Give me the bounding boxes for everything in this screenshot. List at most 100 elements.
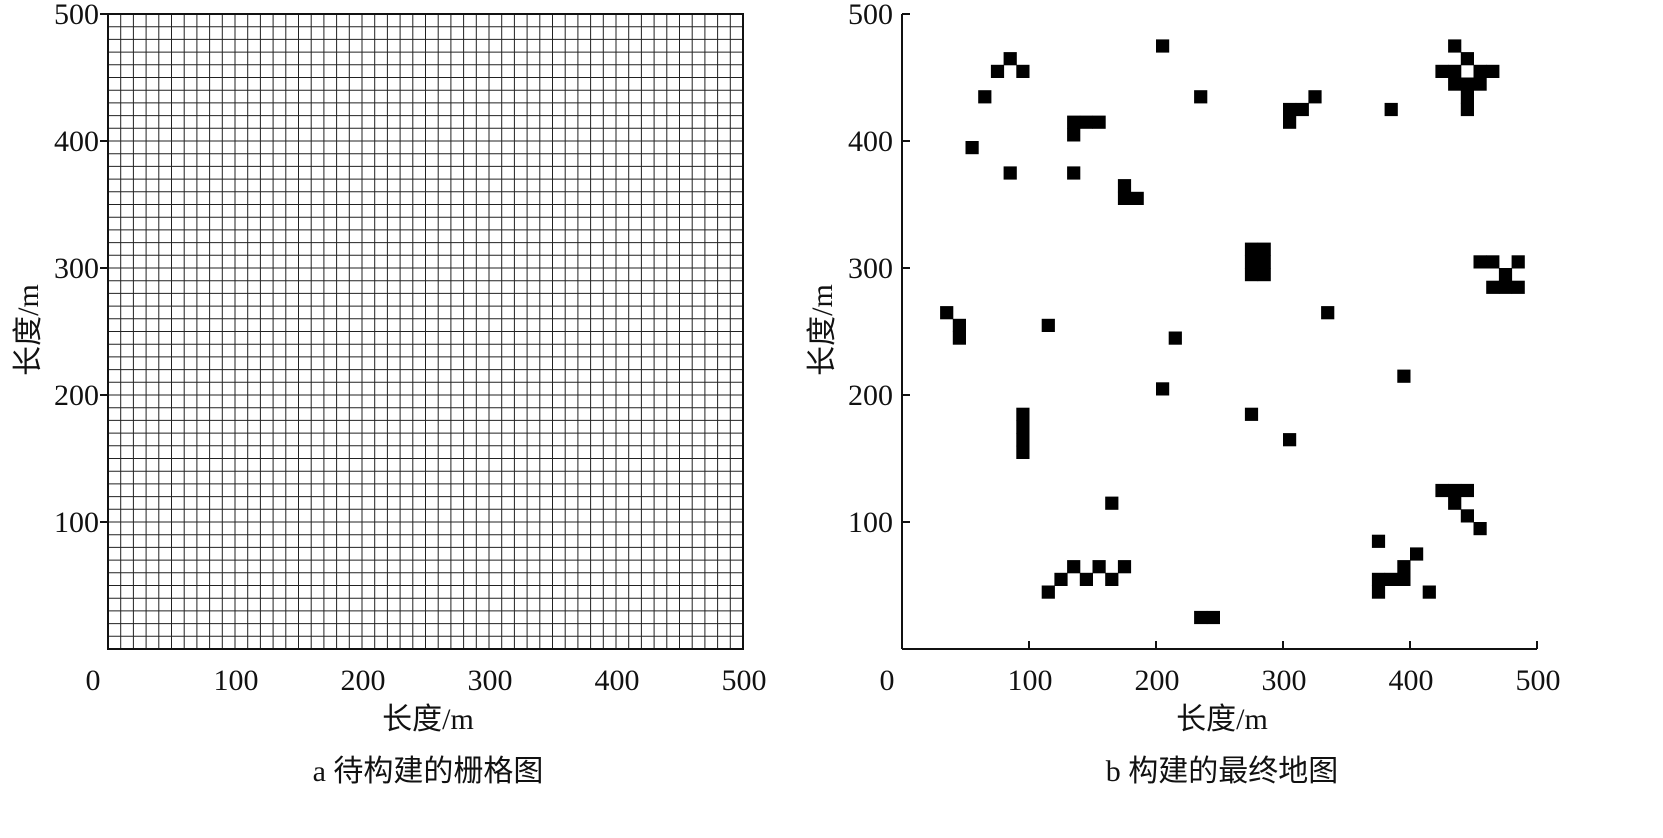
x-tick-label: 200	[1135, 664, 1180, 697]
obstacle-cell	[965, 141, 979, 155]
obstacle-cell	[1092, 560, 1106, 574]
grid-lines	[108, 14, 743, 649]
obstacle-cell	[1092, 115, 1106, 129]
y-tick-label: 300	[54, 252, 99, 285]
obstacle-cell	[1498, 280, 1513, 294]
obstacle-cell	[1384, 102, 1398, 117]
obstacle-cell	[952, 318, 966, 332]
obstacle-cell	[1067, 560, 1081, 574]
obstacle-cell	[1067, 166, 1081, 180]
obstacle-cell	[1244, 255, 1259, 269]
plot-frame	[107, 13, 744, 650]
axis-lines	[901, 13, 1538, 650]
x-tick-label: 100	[214, 664, 259, 697]
obstacle-cell	[1156, 382, 1170, 396]
obstacle-cell	[1460, 509, 1474, 523]
y-tick-label: 500	[54, 0, 99, 31]
obstacle-cell	[1283, 102, 1297, 117]
obstacle-cell	[1384, 572, 1398, 586]
obstacle-cell	[1460, 77, 1474, 91]
obstacle-cell	[1448, 77, 1462, 91]
obstacle-cell	[978, 90, 992, 104]
y-tick-label: 200	[848, 379, 893, 412]
obstacle-cell	[990, 64, 1005, 78]
obstacle-cell	[1295, 102, 1309, 117]
obstacle-cell	[1257, 242, 1271, 256]
obstacle-cell	[1003, 52, 1017, 66]
obstacle-cell	[1079, 572, 1093, 586]
obstacle-cell	[1422, 585, 1436, 599]
obstacle-cell	[1067, 128, 1081, 142]
obstacle-cell	[1041, 585, 1055, 599]
obstacle-cell	[1206, 610, 1220, 625]
y-tick-label: 400	[54, 125, 99, 158]
obstacle-cell	[1473, 77, 1487, 91]
obstacle-cell	[1054, 572, 1068, 586]
obstacle-cell	[1473, 64, 1487, 78]
y-tick-label: 100	[848, 506, 893, 539]
x-tick-label: 500	[1516, 664, 1561, 697]
obstacle-cell	[1473, 255, 1487, 269]
y-tick-label: 500	[848, 0, 893, 31]
obstacle-cell	[1486, 255, 1500, 269]
obstacle-cell	[1067, 115, 1081, 129]
obstacle-cell	[1460, 90, 1474, 104]
obstacle-cell	[1321, 306, 1335, 320]
obstacle-cell	[1041, 318, 1055, 332]
obstacle-cell	[1498, 268, 1513, 282]
obstacle-cell	[1079, 115, 1093, 129]
obstacle-cell	[1371, 534, 1386, 548]
obstacle-cell	[1410, 547, 1424, 561]
y-tick-label: 400	[848, 125, 893, 158]
panel-a-grid-map: 0 100 200 300 400 500 100 200 300 400 50…	[12, 0, 767, 788]
x-tick-label: 200	[341, 664, 386, 697]
x-tick-label: 400	[595, 664, 640, 697]
obstacle-cell	[1257, 268, 1271, 282]
obstacle-cell	[1117, 179, 1132, 193]
obstacle-cell	[1511, 280, 1525, 294]
obstacle-cell	[1156, 39, 1170, 53]
obstacle-cell	[952, 331, 966, 345]
obstacle-cell	[1283, 115, 1297, 129]
axis-ticks	[100, 13, 108, 523]
obstacle-cell	[1371, 585, 1386, 599]
caption-a: a 待构建的栅格图	[313, 755, 544, 788]
y-tick-label: 200	[54, 379, 99, 412]
obstacle-cell	[1003, 166, 1017, 180]
obstacle-cell	[1016, 420, 1030, 434]
y-axis-label: 长度/m	[806, 284, 839, 376]
obstacle-cell	[1460, 52, 1474, 66]
obstacle-cell	[1016, 433, 1030, 447]
x-tick-label: 500	[722, 664, 767, 697]
obstacle-cell	[1448, 496, 1462, 510]
obstacle-cell	[1117, 560, 1132, 574]
obstacle-cell	[1244, 242, 1259, 256]
obstacle-cell	[940, 306, 954, 320]
obstacle-cell	[1448, 64, 1462, 78]
obstacle-cell	[1448, 39, 1462, 53]
obstacle-cell	[1486, 64, 1500, 78]
obstacle-cell	[1130, 191, 1144, 205]
obstacle-cell	[1460, 102, 1474, 117]
y-tick-label: 300	[848, 252, 893, 285]
obstacle-cell	[1244, 268, 1259, 282]
y-axis-label: 长度/m	[12, 284, 45, 376]
obstacle-cell	[1016, 407, 1030, 421]
obstacle-cell	[1194, 90, 1208, 104]
obstacle-cell	[1117, 191, 1132, 205]
x-tick-label: 100	[1008, 664, 1053, 697]
obstacle-cell	[1435, 64, 1449, 78]
obstacle-cell	[1460, 483, 1474, 498]
y-tick-label: 100	[54, 506, 99, 539]
x-axis-label: 长度/m	[1176, 703, 1268, 736]
obstacle-cell	[1308, 90, 1322, 104]
x-tick-label: 0	[86, 664, 101, 697]
obstacle-cell	[1257, 255, 1271, 269]
obstacle-cell	[1397, 369, 1411, 383]
obstacle-cell	[1016, 445, 1030, 459]
panel-b-final-map: 0 100 200 300 400 500 100 200 300 400 50…	[806, 0, 1561, 788]
x-tick-label: 300	[1262, 664, 1307, 697]
obstacle-cell	[1511, 255, 1525, 269]
x-axis-label: 长度/m	[382, 703, 474, 736]
